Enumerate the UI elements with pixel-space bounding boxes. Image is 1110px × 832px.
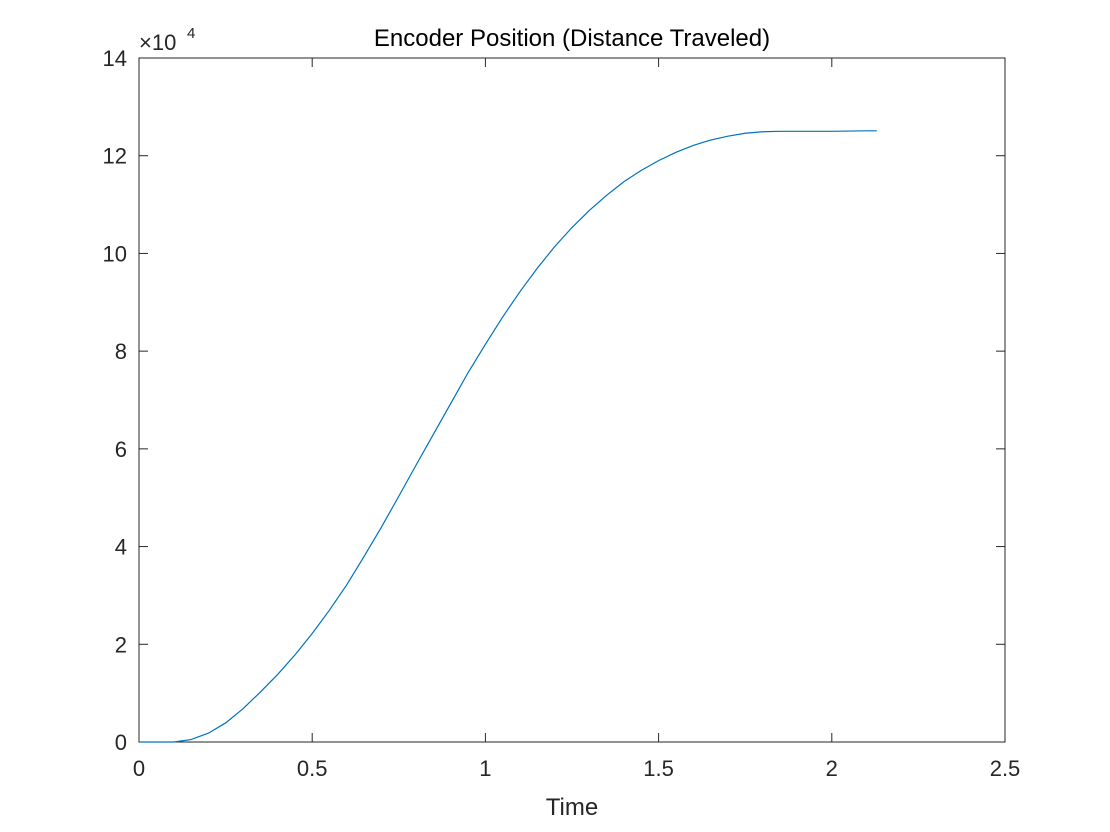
y-tick-label: 4 <box>115 535 127 560</box>
x-tick-label: 0 <box>133 756 145 781</box>
series-line <box>139 130 877 743</box>
y-exponent-base: ×10 <box>139 30 176 55</box>
x-tick-label: 2.5 <box>990 756 1021 781</box>
axes-box <box>138 57 1006 743</box>
x-axis-ticks: 0 0.5 1 1.5 2 2.5 <box>133 58 1020 781</box>
x-axis-label: Time <box>546 794 598 821</box>
y-exponent-sup: 4 <box>187 25 195 42</box>
y-tick-label: 0 <box>115 730 127 755</box>
x-tick-label: 0.5 <box>297 756 328 781</box>
x-tick-label: 2 <box>826 756 838 781</box>
x-tick-label: 1 <box>479 756 491 781</box>
y-tick-label: 2 <box>115 632 127 657</box>
y-tick-label: 14 <box>103 46 127 71</box>
x-tick-label: 1.5 <box>643 756 674 781</box>
plot-area <box>138 57 1006 743</box>
y-axis-ticks: 0 2 4 6 8 10 12 14 <box>103 46 1005 755</box>
y-tick-label: 10 <box>103 241 127 266</box>
y-tick-label: 8 <box>115 339 127 364</box>
y-tick-label: 6 <box>115 437 127 462</box>
y-tick-label: 12 <box>103 144 127 169</box>
chart-title: Encoder Position (Distance Traveled) <box>374 25 770 52</box>
